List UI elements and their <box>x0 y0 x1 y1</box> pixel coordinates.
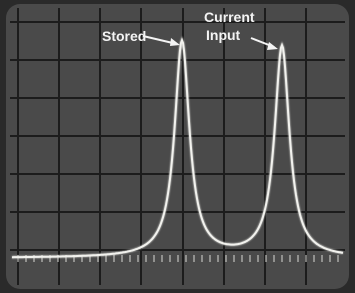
input-label: Input <box>206 27 241 43</box>
oscilloscope-screen: Stored Current Input <box>0 0 355 293</box>
page: Stored Current Input (() => { const data… <box>0 0 355 293</box>
screen <box>6 4 349 289</box>
stored-label: Stored <box>102 28 146 44</box>
current-label: Current <box>204 9 255 25</box>
